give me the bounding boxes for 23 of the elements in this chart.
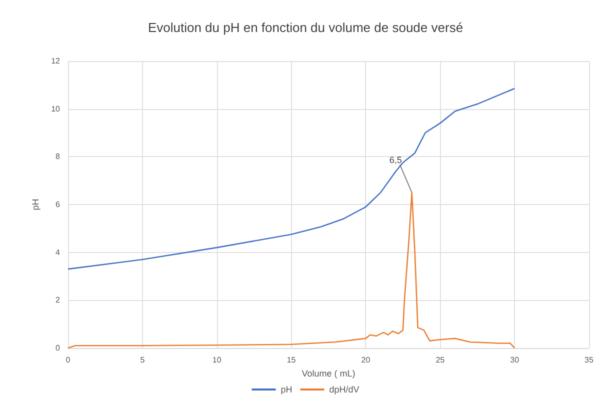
x-tick-label: 35 xyxy=(584,356,594,364)
legend-label: pH xyxy=(280,384,292,394)
x-tick-label: 20 xyxy=(361,356,371,364)
x-tick-label: 5 xyxy=(140,356,146,364)
annotation: 6,5 xyxy=(389,155,402,166)
x-tick-label: 25 xyxy=(436,356,446,364)
y-tick-label: 12 xyxy=(51,56,61,66)
x-tick-label: 0 xyxy=(66,356,71,364)
chart-title: Evolution du pH en fonction du volume de soude versé xyxy=(148,20,464,35)
y-tick-label: 10 xyxy=(51,104,61,114)
y-tick-label: 4 xyxy=(56,248,61,257)
y-axis-title: pH xyxy=(30,198,40,210)
line-series xyxy=(67,192,516,349)
y-tick-label: 6 xyxy=(56,200,61,209)
y-tick-label: 8 xyxy=(56,152,61,162)
legend-label: dpH/dV xyxy=(329,384,360,394)
x-tick-label: 10 xyxy=(212,356,222,364)
x-tick-label: 15 xyxy=(286,356,296,364)
y-tick-label: 2 xyxy=(56,296,61,305)
y-tick-label: 0 xyxy=(56,344,61,352)
x-tick-label: 30 xyxy=(510,356,520,364)
line-series xyxy=(67,88,516,270)
x-axis-title: Volume ( mL) xyxy=(302,368,356,378)
